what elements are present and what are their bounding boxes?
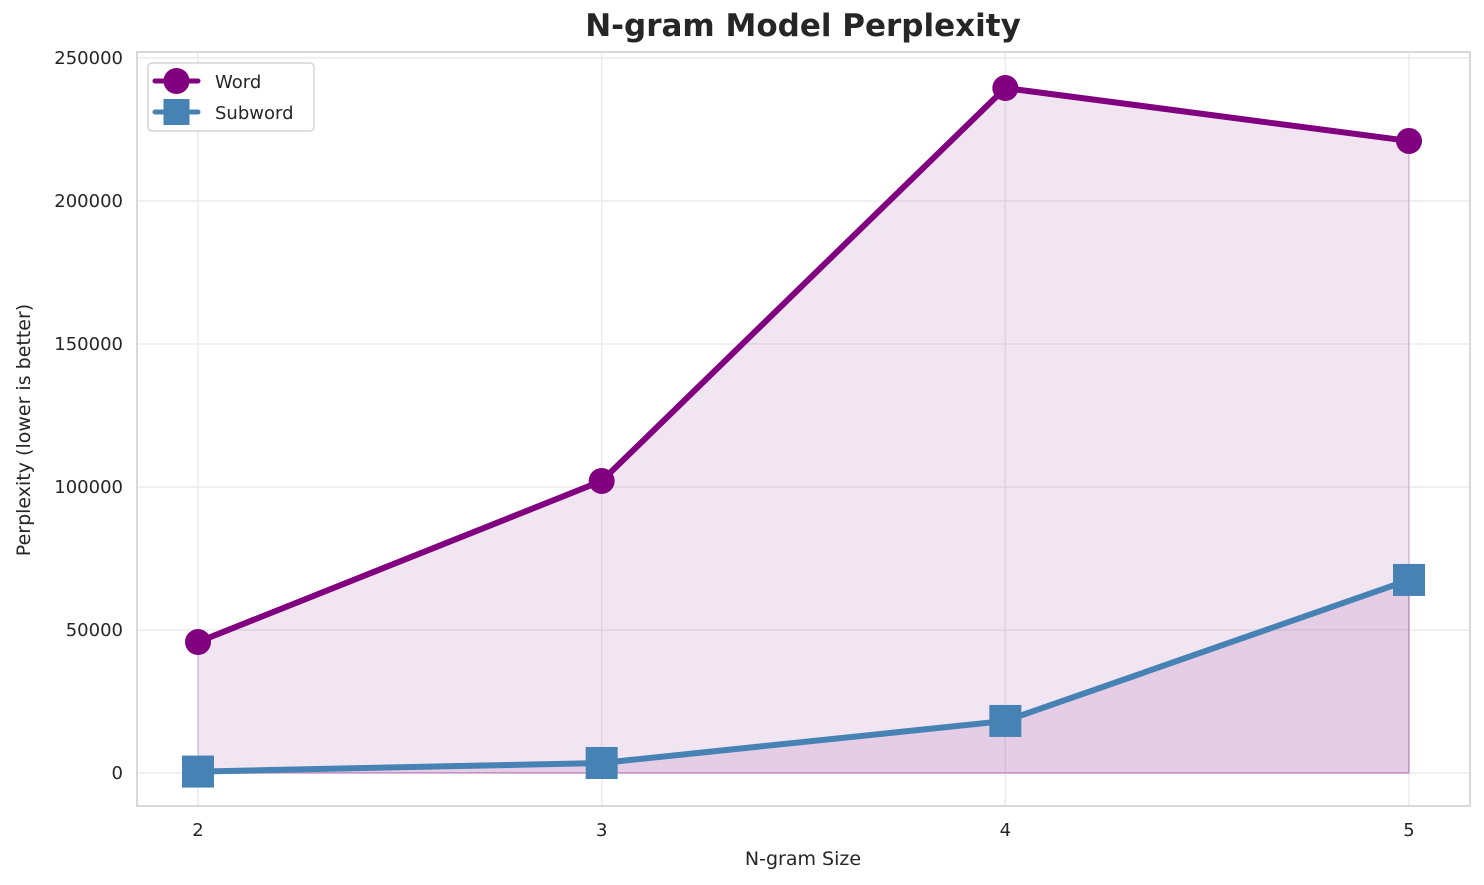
y-tick-label: 100000	[54, 477, 123, 498]
y-tick-label: 150000	[54, 334, 123, 355]
y-axis-ticks: 0 50000 100000 150000 200000 250000	[54, 48, 123, 784]
data-point-circle-icon	[588, 467, 615, 494]
chart-title: N-gram Model Perplexity	[585, 8, 1021, 44]
x-tick-label: 3	[596, 820, 607, 841]
legend-subword-square-icon	[163, 99, 190, 125]
grid-lines	[137, 52, 1470, 806]
axes-frame	[136, 51, 1471, 807]
y-axis-label: Perplexity (lower is better)	[13, 304, 35, 556]
series-line-word	[196, 85, 1410, 645]
y-tick-label: 0	[112, 763, 123, 784]
data-point-square-icon	[585, 746, 618, 779]
legend-word-label: Word	[215, 72, 261, 93]
data-point-circle-icon	[992, 75, 1019, 102]
x-tick-label: 2	[192, 820, 203, 841]
data-point-square-icon	[989, 704, 1022, 737]
data-point-circle-icon	[185, 629, 211, 656]
legend-subword-label: Subword	[215, 103, 294, 124]
data-point-square-icon	[1393, 563, 1426, 596]
y-tick-label: 50000	[66, 620, 123, 641]
area-fills	[197, 86, 1411, 774]
data-point-circle-icon	[1396, 127, 1423, 154]
legend: Word Subword	[147, 62, 315, 132]
x-tick-label: 5	[1403, 820, 1414, 841]
series-line-subword	[197, 577, 1410, 775]
y-tick-label: 200000	[54, 191, 123, 212]
y-tick-label: 250000	[54, 48, 123, 69]
data-point-square-icon	[182, 755, 214, 788]
x-axis-label: N-gram Size	[745, 848, 861, 870]
x-tick-label: 4	[1000, 820, 1011, 841]
x-axis-ticks: 2 3 4 5	[192, 820, 1414, 841]
series-lines	[182, 75, 1426, 788]
legend-word-circle-icon	[163, 68, 190, 94]
